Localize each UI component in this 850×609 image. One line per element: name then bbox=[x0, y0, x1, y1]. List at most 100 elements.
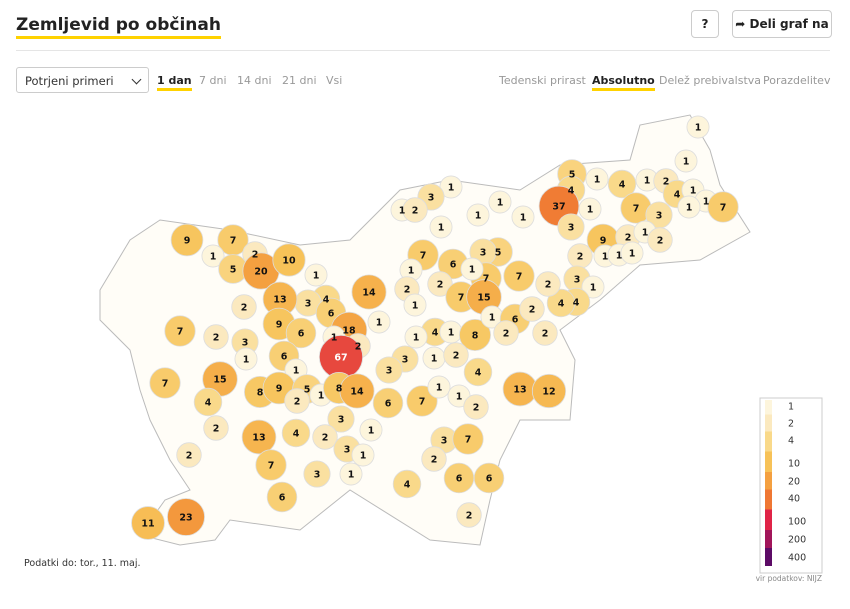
municipality bbox=[443, 342, 469, 368]
municipality bbox=[581, 275, 605, 299]
municipality-value: 1 bbox=[594, 175, 601, 186]
municipality-value: 7 bbox=[230, 236, 237, 247]
municipality bbox=[686, 115, 710, 139]
municipality bbox=[546, 288, 576, 318]
legend-label: 20 bbox=[788, 477, 800, 488]
municipality-value: 4 bbox=[558, 299, 565, 310]
municipality-value: 2 bbox=[542, 329, 549, 340]
municipality-value: 2 bbox=[529, 305, 536, 316]
municipality-value: 2 bbox=[431, 455, 438, 466]
municipality bbox=[367, 310, 391, 334]
municipality-value: 1 bbox=[368, 426, 375, 437]
municipality-value: 11 bbox=[141, 519, 154, 530]
municipality-value: 7 bbox=[268, 461, 275, 472]
municipality-value: 4 bbox=[205, 398, 212, 409]
municipality bbox=[351, 443, 375, 467]
municipality-value: 2 bbox=[213, 424, 220, 435]
legend-label: 100 bbox=[788, 517, 806, 528]
municipality bbox=[535, 271, 561, 297]
period-tab[interactable]: 21 dni bbox=[282, 74, 317, 87]
municipality bbox=[488, 190, 512, 214]
municipality-value: 1 bbox=[331, 333, 338, 344]
municipality-value: 2 bbox=[252, 250, 259, 261]
municipality bbox=[460, 257, 484, 281]
municipality-value: 1 bbox=[497, 198, 504, 209]
legend-swatch bbox=[765, 548, 772, 566]
legend-swatch bbox=[765, 400, 772, 415]
municipality-value: 5 bbox=[569, 170, 576, 181]
legend-swatch bbox=[765, 472, 772, 490]
municipality-value: 4 bbox=[568, 186, 575, 197]
view-tab[interactable]: Porazdelitev bbox=[763, 74, 831, 87]
dropdown[interactable]: Potrjeni primeri bbox=[16, 67, 149, 93]
municipality-value: 7 bbox=[162, 379, 169, 390]
municipality-value: 3 bbox=[305, 299, 312, 310]
municipality-value: 1 bbox=[448, 328, 455, 339]
municipality bbox=[707, 191, 739, 223]
municipality-value: 7 bbox=[633, 204, 640, 215]
municipality-value: 9 bbox=[276, 384, 283, 395]
municipality-value: 1 bbox=[376, 318, 383, 329]
source: vir podatkov: NIJZ bbox=[756, 574, 822, 583]
municipality bbox=[473, 462, 505, 494]
municipality-value: 1 bbox=[360, 451, 367, 462]
municipality-value: 6 bbox=[486, 474, 493, 485]
municipality-value: 3 bbox=[386, 366, 393, 377]
municipality-value: 1 bbox=[475, 211, 482, 222]
share-label: Deli graf na bbox=[749, 17, 829, 31]
municipality-value: 67 bbox=[334, 353, 347, 364]
legend-swatch bbox=[765, 489, 772, 510]
period-tab[interactable]: 14 dni bbox=[237, 74, 272, 87]
period-tab[interactable]: 1 dan bbox=[157, 73, 192, 91]
municipality-value: 2 bbox=[577, 252, 584, 263]
legend-swatch bbox=[765, 431, 772, 452]
municipality-value: 1 bbox=[399, 206, 406, 217]
municipality-value: 1 bbox=[629, 249, 636, 260]
municipality bbox=[167, 498, 205, 536]
municipality-value: 3 bbox=[242, 338, 249, 349]
legend-label: 10 bbox=[788, 459, 800, 470]
municipality-value: 1 bbox=[456, 392, 463, 403]
municipality bbox=[421, 446, 447, 472]
legend-label: 4 bbox=[788, 436, 794, 447]
municipality-value: 5 bbox=[495, 248, 502, 259]
view-tab[interactable]: Absolutno bbox=[592, 73, 655, 91]
period-tab[interactable]: 7 dni bbox=[199, 74, 227, 87]
municipality-value: 7 bbox=[720, 203, 727, 214]
municipality-value: 1 bbox=[644, 176, 651, 187]
municipality-value: 13 bbox=[513, 385, 526, 396]
view-tab[interactable]: Delež prebivalstva bbox=[659, 74, 762, 87]
municipality bbox=[511, 205, 535, 229]
municipality-value: 1 bbox=[616, 251, 623, 262]
help-button[interactable]: ? bbox=[691, 10, 719, 38]
municipality-value: 3 bbox=[338, 415, 345, 426]
municipality-value: 1 bbox=[703, 197, 710, 208]
municipality bbox=[647, 227, 673, 253]
municipality-value: 1 bbox=[683, 157, 690, 168]
period-tab[interactable]: Vsi bbox=[326, 74, 343, 87]
municipality bbox=[201, 244, 225, 268]
municipality-value: 6 bbox=[450, 260, 457, 271]
municipality bbox=[557, 213, 585, 241]
municipality bbox=[403, 293, 427, 317]
municipality bbox=[203, 415, 229, 441]
municipality bbox=[427, 271, 453, 297]
share-button[interactable]: ➦ Deli graf na bbox=[732, 10, 832, 38]
municipality bbox=[466, 203, 490, 227]
municipality bbox=[193, 387, 223, 417]
municipality-value: 1 bbox=[448, 183, 455, 194]
municipality-value: 9 bbox=[184, 236, 191, 247]
municipality bbox=[375, 356, 403, 384]
municipality bbox=[402, 197, 428, 223]
municipality-value: 5 bbox=[304, 385, 311, 396]
municipality bbox=[456, 502, 482, 528]
view-tab[interactable]: Tedenski prirast bbox=[499, 74, 586, 87]
municipality bbox=[404, 325, 428, 349]
municipality bbox=[170, 223, 204, 257]
municipality-value: 2 bbox=[545, 280, 552, 291]
municipality-value: 4 bbox=[323, 295, 330, 306]
municipality-value: 6 bbox=[328, 309, 335, 320]
